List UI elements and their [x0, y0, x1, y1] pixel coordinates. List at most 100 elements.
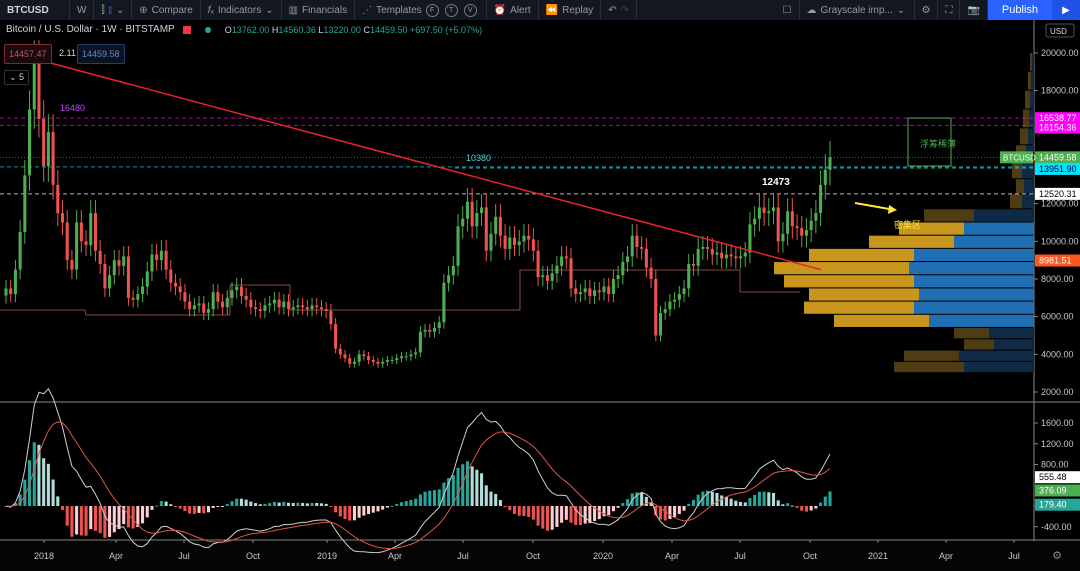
- macd-histogram-bar: [418, 494, 422, 506]
- settings-button[interactable]: ⚙: [915, 0, 939, 20]
- candle-up: [743, 252, 747, 257]
- sell-button[interactable]: 14457.47: [4, 44, 52, 64]
- macd-histogram-bar: [583, 506, 587, 524]
- candle-down: [93, 213, 97, 251]
- high-label: H: [271, 24, 279, 35]
- volume-profile-up-bar: [809, 288, 919, 301]
- macd-histogram-bar: [173, 506, 178, 507]
- candle-up: [828, 157, 832, 170]
- annotation-12473: 12473: [762, 177, 790, 188]
- macd-histogram-bar: [819, 502, 823, 506]
- buy-button[interactable]: 14459.58: [77, 44, 125, 64]
- candle-up: [748, 224, 752, 253]
- play-icon: ▶: [1062, 4, 1070, 16]
- macd-histogram-bar: [451, 475, 455, 506]
- alarm-clock-icon: ⏰: [493, 4, 507, 16]
- macd-histogram-bar: [569, 506, 573, 523]
- candle-down: [795, 226, 799, 229]
- candle-up: [75, 222, 79, 270]
- close-label: C: [363, 24, 370, 35]
- candle-up: [560, 256, 564, 266]
- collapse-indicators-button[interactable]: ⌄ 5: [4, 70, 30, 85]
- candle-down: [706, 246, 710, 249]
- candle-up: [211, 292, 215, 310]
- play-button[interactable]: ▶: [1052, 0, 1080, 20]
- volume-profile-up-bar: [894, 361, 964, 373]
- macd-histogram-bar: [282, 501, 286, 506]
- candle-up: [399, 356, 404, 359]
- flag-icon[interactable]: [182, 25, 191, 34]
- templates-button[interactable]: ⋰ Templates F T V: [355, 0, 487, 20]
- symbol-title: Bitcoin / U.S. Dollar · 1W · BITSTAMP: [6, 24, 175, 35]
- candle-up: [423, 329, 427, 332]
- histogram-value-label-bg: [1035, 498, 1080, 511]
- arrow-head-icon: [888, 205, 897, 214]
- candle-down: [348, 358, 352, 364]
- macd-histogram-bar: [527, 506, 531, 518]
- candle-down: [484, 207, 488, 251]
- candle-up: [767, 211, 771, 214]
- currency-button[interactable]: [1045, 23, 1075, 38]
- annotation-16480: 16480: [60, 103, 85, 113]
- arrow-line[interactable]: [854, 202, 896, 211]
- macd-histogram-bar: [244, 499, 248, 506]
- symbol-search[interactable]: BTCUSD: [0, 0, 70, 20]
- macd-histogram-bar: [757, 491, 761, 506]
- candle-down: [649, 267, 653, 279]
- candle-up: [593, 290, 597, 296]
- candle-up: [522, 235, 526, 242]
- macd-histogram-bar: [301, 502, 305, 506]
- candle-up: [23, 175, 27, 232]
- macd-histogram-bar: [286, 502, 291, 506]
- candle-down: [640, 246, 644, 249]
- candle-up: [550, 273, 554, 281]
- compare-button[interactable]: ⊕ Compare: [132, 0, 201, 20]
- replay-button[interactable]: ⏪ Replay: [539, 0, 602, 20]
- candle-up: [192, 305, 196, 310]
- layout-select[interactable]: ☁ Grayscale imp... ⌄: [800, 0, 915, 20]
- chart-legend: Bitcoin / U.S. Dollar · 1W · BITSTAMP O1…: [6, 24, 482, 35]
- interval-button[interactable]: W: [70, 0, 95, 20]
- chart-type-button[interactable]: ⫿ ⫾ ⌄: [94, 0, 133, 20]
- macd-histogram-bar: [32, 442, 36, 506]
- trendline[interactable]: [34, 57, 821, 271]
- macd-histogram-bar: [786, 503, 790, 506]
- macd-histogram-bar: [593, 506, 597, 521]
- publish-button[interactable]: Publish: [987, 0, 1052, 20]
- macd-histogram-bar: [677, 506, 681, 515]
- compare-label: Compare: [151, 4, 193, 16]
- v-circle-button[interactable]: V: [463, 3, 477, 17]
- volume-profile-down-bar: [919, 288, 1034, 301]
- indicators-button[interactable]: fₓ Indicators ⌄: [201, 0, 282, 20]
- candle-up: [310, 305, 314, 310]
- candle-up: [225, 297, 229, 308]
- candle-up: [814, 213, 818, 221]
- macd-histogram-bar: [216, 506, 220, 507]
- snapshot-button[interactable]: 📷: [960, 0, 988, 20]
- macd-histogram-bar: [211, 506, 215, 509]
- candle-up: [409, 354, 413, 357]
- macd-histogram-bar: [710, 491, 714, 506]
- layout-toggle-button[interactable]: ☐: [776, 0, 800, 20]
- macd-histogram-bar: [545, 506, 550, 531]
- axis-settings-icon[interactable]: ⚙: [1052, 550, 1062, 562]
- time-tick-label: Oct: [803, 551, 818, 561]
- candle-up: [668, 301, 672, 310]
- currency-label: USD: [1050, 27, 1067, 36]
- redo-icon[interactable]: ↷: [620, 4, 630, 16]
- financials-button[interactable]: ▥ Financials: [282, 0, 356, 20]
- time-axis[interactable]: [0, 541, 1080, 571]
- alert-button[interactable]: ⏰ Alert: [487, 0, 539, 20]
- t-circle-button[interactable]: T: [444, 3, 458, 17]
- macd-histogram-bar: [348, 506, 352, 521]
- thin-chips-box[interactable]: [907, 117, 952, 167]
- candle-up: [771, 207, 776, 212]
- cloud-icon: ☁: [806, 4, 817, 16]
- fullscreen-button[interactable]: ⛶: [938, 0, 961, 20]
- f-circle-button[interactable]: F: [425, 3, 439, 17]
- macd-histogram-bar: [753, 494, 757, 506]
- undo-icon[interactable]: ↶: [608, 4, 617, 16]
- candle-up: [414, 352, 418, 355]
- volume-profile-down-bar: [914, 248, 1034, 262]
